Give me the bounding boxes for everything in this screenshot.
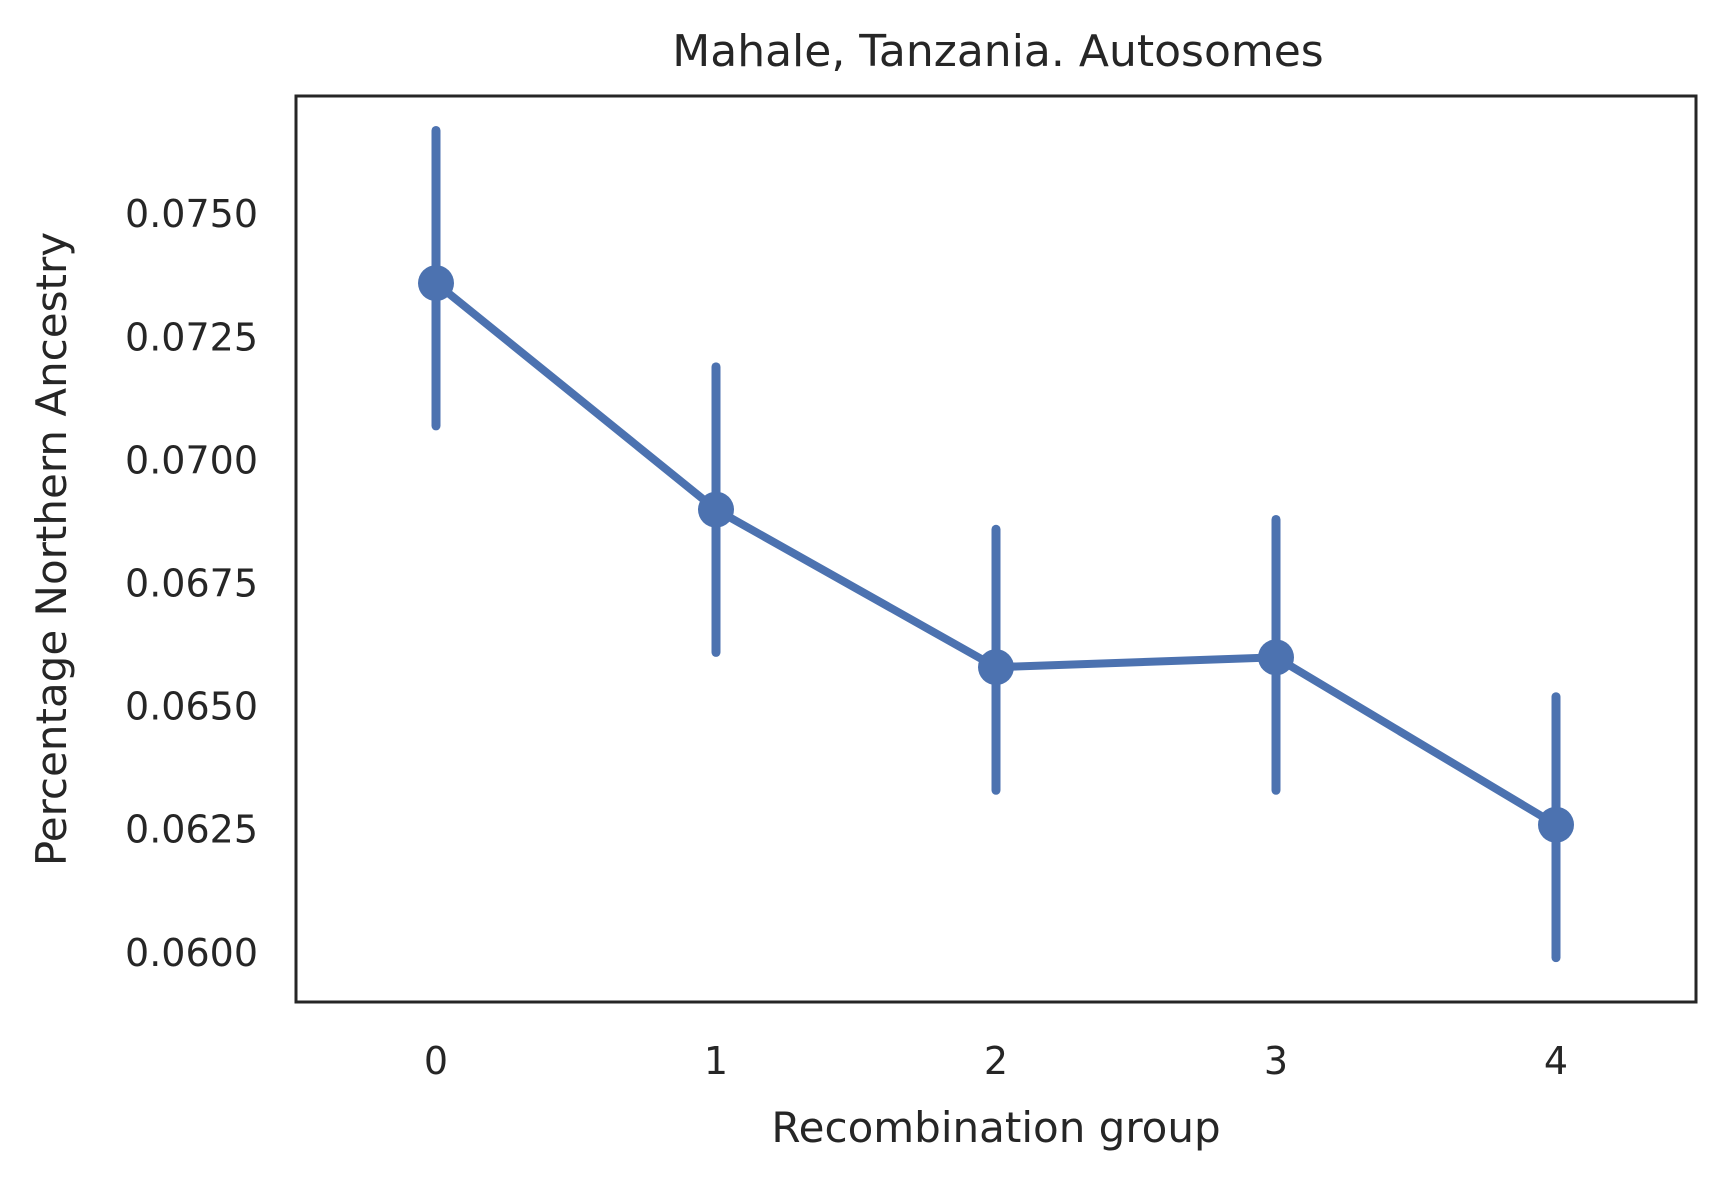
- x-axis-label: Recombination group: [771, 1103, 1220, 1152]
- x-tick-label: 4: [1544, 1039, 1568, 1083]
- plot-frame: [294, 94, 1698, 1004]
- data-point: [978, 649, 1014, 686]
- chart-title: Mahale, Tanzania. Autosomes: [672, 26, 1323, 77]
- y-tick-label: 0.0600: [125, 931, 258, 975]
- y-tick-label: 0.0675: [125, 561, 258, 605]
- x-axis-ticks: 0 1 2 3 4: [424, 1039, 1568, 1083]
- y-tick-label: 0.0625: [125, 808, 258, 852]
- data-point: [418, 265, 454, 302]
- x-tick-label: 0: [424, 1039, 448, 1083]
- y-axis-ticks: 0.0600 0.0625 0.0650 0.0675 0.0700 0.0725 0.07…: [125, 192, 258, 975]
- x-tick-label: 3: [1264, 1039, 1288, 1083]
- series-layer: [418, 125, 1574, 963]
- x-tick-label: 2: [984, 1039, 1008, 1083]
- y-tick-label: 0.0750: [125, 192, 258, 236]
- data-point: [1258, 639, 1294, 676]
- data-point: [698, 491, 734, 528]
- x-tick-label: 1: [704, 1039, 728, 1083]
- y-axis-label: Percentage Northern Ancestry: [27, 232, 76, 866]
- y-tick-label: 0.0725: [125, 315, 258, 359]
- data-point: [1538, 806, 1574, 843]
- y-tick-label: 0.0700: [125, 438, 258, 482]
- y-tick-label: 0.0650: [125, 685, 258, 729]
